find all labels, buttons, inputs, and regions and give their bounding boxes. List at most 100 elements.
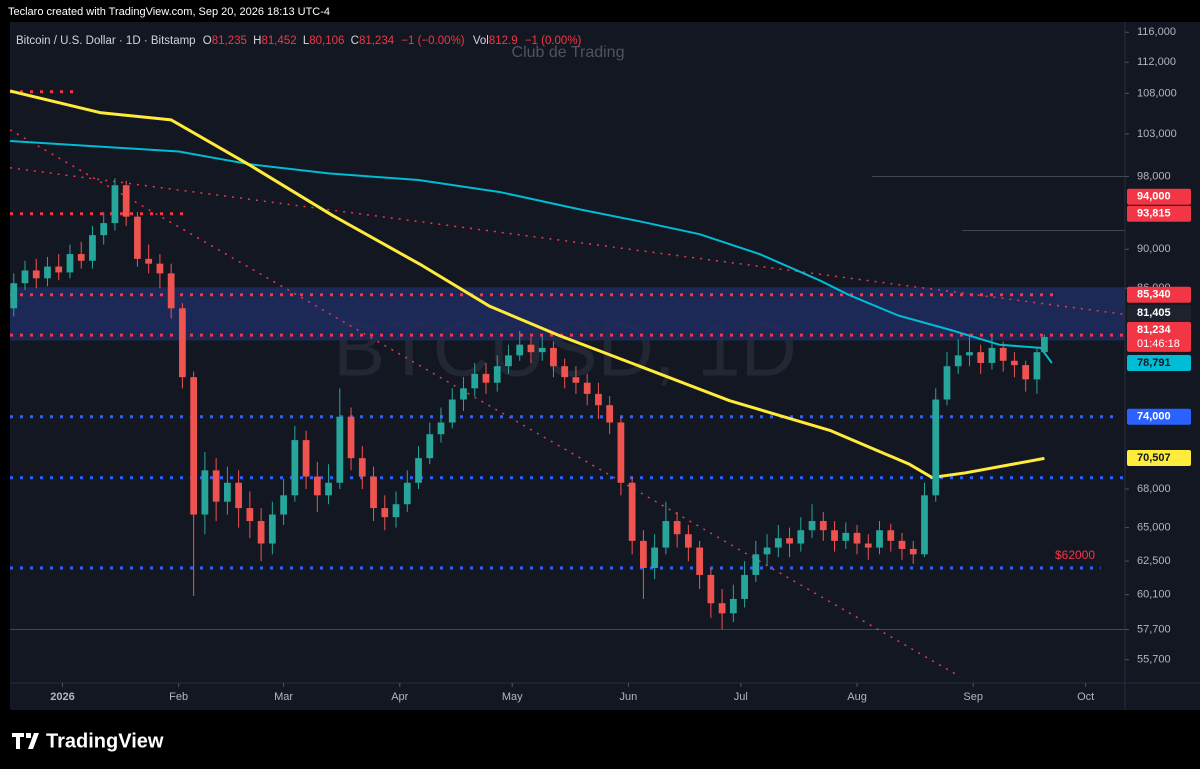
y-tick-label: 65,000 (1137, 522, 1171, 534)
candle-body (224, 482, 231, 502)
candle-body (684, 534, 692, 548)
candle-body (954, 355, 962, 367)
candle-body (1033, 352, 1041, 380)
price-badge-label: 70,507 (1137, 452, 1171, 464)
price-badge (1127, 355, 1191, 372)
candle-body (460, 388, 467, 400)
y-tick-label: 55,700 (1137, 654, 1171, 666)
price-badge-label: 78,791 (1137, 357, 1171, 369)
brand-logo: TradingView (12, 730, 164, 752)
candle-body (966, 352, 973, 356)
chart-panel (10, 22, 1200, 710)
y-tick-label: 103,000 (1137, 128, 1177, 140)
candle-body (763, 547, 771, 555)
candle-body (707, 574, 715, 604)
candle-body (729, 598, 737, 614)
indicator-line (10, 89, 1045, 479)
candle-body (111, 185, 119, 224)
candle-body (527, 344, 535, 353)
volume-change: −1 (0.00%) (525, 35, 582, 47)
candle-body (55, 266, 63, 273)
candle-body (853, 532, 861, 544)
candle-body (268, 514, 276, 544)
y-tick-label: 116,000 (1137, 26, 1176, 38)
candle-body (89, 235, 96, 261)
candle-body (437, 422, 445, 435)
candle-body (887, 530, 895, 541)
x-tick-label: 2026 (50, 691, 74, 703)
countdown: 01:46:18 (1137, 338, 1180, 350)
candle-body (1011, 360, 1018, 366)
brand: TradingView (46, 730, 164, 752)
field-label: H (253, 35, 261, 47)
change: −1 (−0.00%) (401, 35, 464, 47)
y-tick-label: 62,500 (1137, 555, 1171, 567)
candle-body (628, 482, 636, 541)
candle-body (403, 482, 411, 505)
candle-body (392, 504, 400, 518)
candle-body (235, 482, 242, 509)
candle-body (673, 521, 681, 535)
candle-body (415, 458, 422, 483)
price-badge (1127, 321, 1191, 352)
field-value: 81,234 (359, 35, 395, 47)
candle-body (201, 470, 209, 515)
x-tick-label: Apr (391, 691, 408, 703)
plot-area (10, 89, 1125, 678)
candle-body (696, 547, 703, 575)
axes: 116,000 112,000 108,000 103,000 98,000 90,000… (50, 26, 1191, 703)
x-tick-label: Jun (620, 691, 638, 703)
field-label: C (351, 35, 359, 47)
legend-header: Bitcoin / U.S. Dollar · 1D · Bitstamp O8… (16, 35, 582, 47)
candle-body (831, 530, 838, 541)
symbol: Bitcoin / U.S. Dollar · 1D · Bitstamp (16, 35, 196, 47)
candle-body (32, 270, 40, 279)
price-badge (1127, 450, 1191, 467)
candle-body (876, 530, 883, 548)
candle-body (583, 382, 591, 394)
candle-body (66, 254, 74, 273)
candle-body (932, 399, 940, 496)
candle-body (662, 521, 670, 548)
y-tick-label: 68,000 (1137, 483, 1171, 495)
field-label: L (303, 35, 310, 47)
candle-body (718, 603, 726, 614)
price-badge (1127, 304, 1191, 321)
candle-body (640, 540, 647, 569)
candle-body (943, 366, 951, 400)
candle-body (77, 254, 85, 261)
candle-body (471, 373, 479, 389)
candle-body (1022, 365, 1030, 380)
y-tick-label: 57,700 (1137, 623, 1171, 635)
logo-icon (12, 733, 39, 749)
candle-body (381, 508, 389, 518)
volume: 812.9 (489, 35, 518, 47)
candle-body (842, 532, 850, 541)
field-value: 81,452 (261, 35, 296, 47)
candle-body (741, 574, 748, 599)
candle-body (988, 347, 996, 363)
indicator-line (10, 167, 1125, 316)
candle-body (617, 422, 625, 483)
x-tick-label: Oct (1077, 691, 1094, 703)
price-badge-label: 94,000 (1137, 191, 1171, 203)
price-badge (1127, 286, 1191, 303)
subtitle: Club de Trading (512, 44, 625, 61)
zone (10, 287, 1125, 341)
candle-body (246, 508, 254, 522)
candle-body (505, 355, 512, 367)
candle-body (358, 458, 366, 477)
candle-body (1041, 336, 1048, 353)
candle-body (595, 393, 602, 406)
price-badge (1127, 408, 1191, 425)
candle-body (190, 377, 198, 515)
x-tick-label: Feb (169, 691, 188, 703)
x-tick-label: Jul (734, 691, 748, 703)
candle-body (10, 283, 18, 309)
candle-body (291, 440, 299, 496)
candle-body (347, 416, 355, 459)
price-badge (1127, 188, 1191, 205)
volume-label: Vol (473, 35, 489, 47)
candle-body (448, 399, 456, 423)
